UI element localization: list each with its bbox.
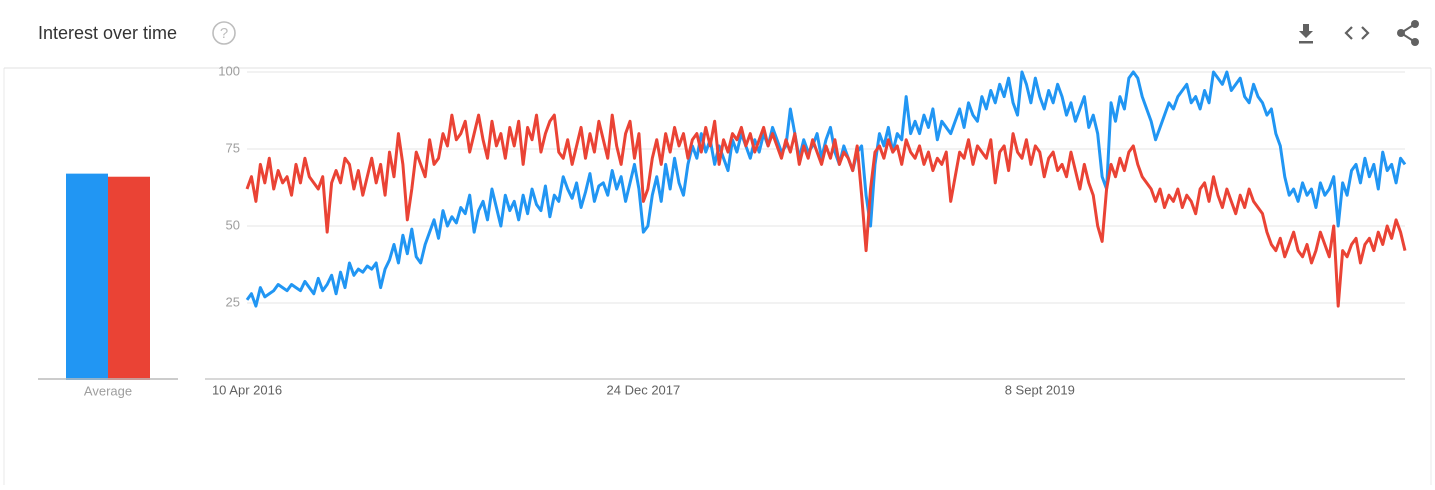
x-tick-label: Average (84, 383, 132, 398)
help-icon: ? (220, 25, 228, 42)
share-icon-dot (1411, 38, 1419, 46)
bar (108, 176, 150, 380)
embed-button[interactable] (1344, 26, 1370, 40)
y-tick-label: 75 (226, 140, 240, 155)
plots: 25 50 75 100 10 Apr 2016 24 Dec 2017 8 Sept 20… (38, 63, 1407, 398)
x-tick-label: 24 Dec 2017 (607, 382, 681, 397)
y-tick-label: 25 (226, 294, 240, 309)
help-circle (212, 21, 236, 45)
help-button[interactable]: ? (212, 21, 236, 45)
y-tick-label: 100 (218, 63, 240, 78)
x-tick-label: 10 Apr 2016 (212, 382, 282, 397)
share-icon-dot (1397, 29, 1405, 37)
download-icon-base (1299, 41, 1313, 44)
embed-icon-left (1344, 26, 1353, 40)
download-button[interactable] (1299, 24, 1313, 44)
share-button[interactable] (1397, 20, 1419, 46)
embed-icon-right (1361, 26, 1370, 40)
x-tick-label: 8 Sept 2019 (1005, 382, 1075, 397)
y-tick-label: 50 (226, 217, 240, 232)
series-line (245, 70, 1407, 308)
series-line (245, 113, 1407, 308)
share-icon-dot (1411, 20, 1419, 28)
card-title: Interest over time (38, 23, 177, 43)
download-icon (1299, 24, 1313, 38)
bar (66, 173, 108, 380)
